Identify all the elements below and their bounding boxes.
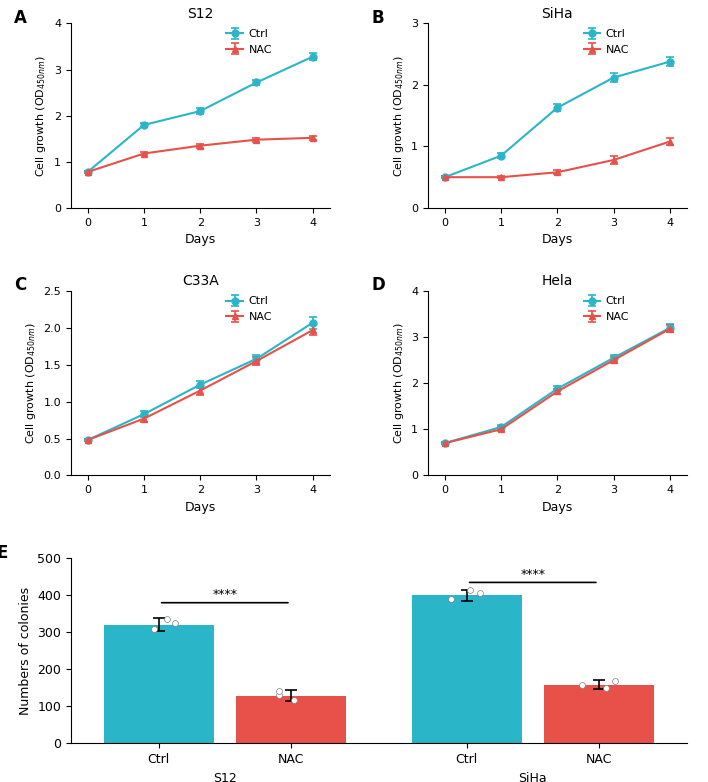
- Title: SiHa: SiHa: [542, 7, 573, 21]
- Y-axis label: Cell growth (OD$_{450nm}$): Cell growth (OD$_{450nm}$): [392, 322, 406, 444]
- Text: C: C: [14, 276, 26, 294]
- Bar: [412, 595, 522, 743]
- Y-axis label: Cell growth (OD$_{450nm}$): Cell growth (OD$_{450nm}$): [392, 55, 406, 177]
- Point: [464, 583, 476, 596]
- Y-axis label: Cell growth (OD$_{450nm}$): Cell growth (OD$_{450nm}$): [24, 322, 38, 444]
- X-axis label: Days: Days: [542, 500, 573, 514]
- Text: ****: ****: [520, 568, 545, 580]
- Title: S12: S12: [187, 7, 213, 21]
- X-axis label: Days: Days: [542, 233, 573, 246]
- Point: [161, 613, 173, 626]
- Point: [600, 682, 612, 694]
- Text: B: B: [371, 9, 384, 27]
- Point: [289, 694, 300, 707]
- Point: [576, 678, 588, 691]
- Title: C33A: C33A: [182, 274, 219, 289]
- Point: [610, 675, 621, 687]
- Bar: [104, 625, 214, 743]
- Y-axis label: Cell growth (OD$_{450nm}$): Cell growth (OD$_{450nm}$): [35, 55, 48, 177]
- Point: [169, 617, 181, 630]
- Point: [273, 685, 285, 698]
- Legend: Ctrl, NAC: Ctrl, NAC: [227, 29, 272, 55]
- Text: E: E: [0, 543, 8, 561]
- Bar: [544, 684, 653, 743]
- Point: [273, 689, 285, 701]
- Legend: Ctrl, NAC: Ctrl, NAC: [227, 296, 272, 322]
- Title: Hela: Hela: [542, 274, 573, 289]
- Text: SiHa: SiHa: [518, 773, 547, 782]
- Text: S12: S12: [213, 773, 236, 782]
- Bar: [236, 696, 346, 743]
- Point: [149, 622, 160, 635]
- Point: [445, 593, 457, 605]
- Point: [474, 587, 485, 600]
- Legend: Ctrl, NAC: Ctrl, NAC: [583, 296, 629, 322]
- X-axis label: Days: Days: [185, 500, 216, 514]
- Legend: Ctrl, NAC: Ctrl, NAC: [583, 29, 629, 55]
- Text: ****: ****: [212, 588, 237, 601]
- Text: D: D: [371, 276, 384, 294]
- X-axis label: Days: Days: [185, 233, 216, 246]
- Y-axis label: Numbers of colonies: Numbers of colonies: [18, 586, 32, 715]
- Text: A: A: [14, 9, 27, 27]
